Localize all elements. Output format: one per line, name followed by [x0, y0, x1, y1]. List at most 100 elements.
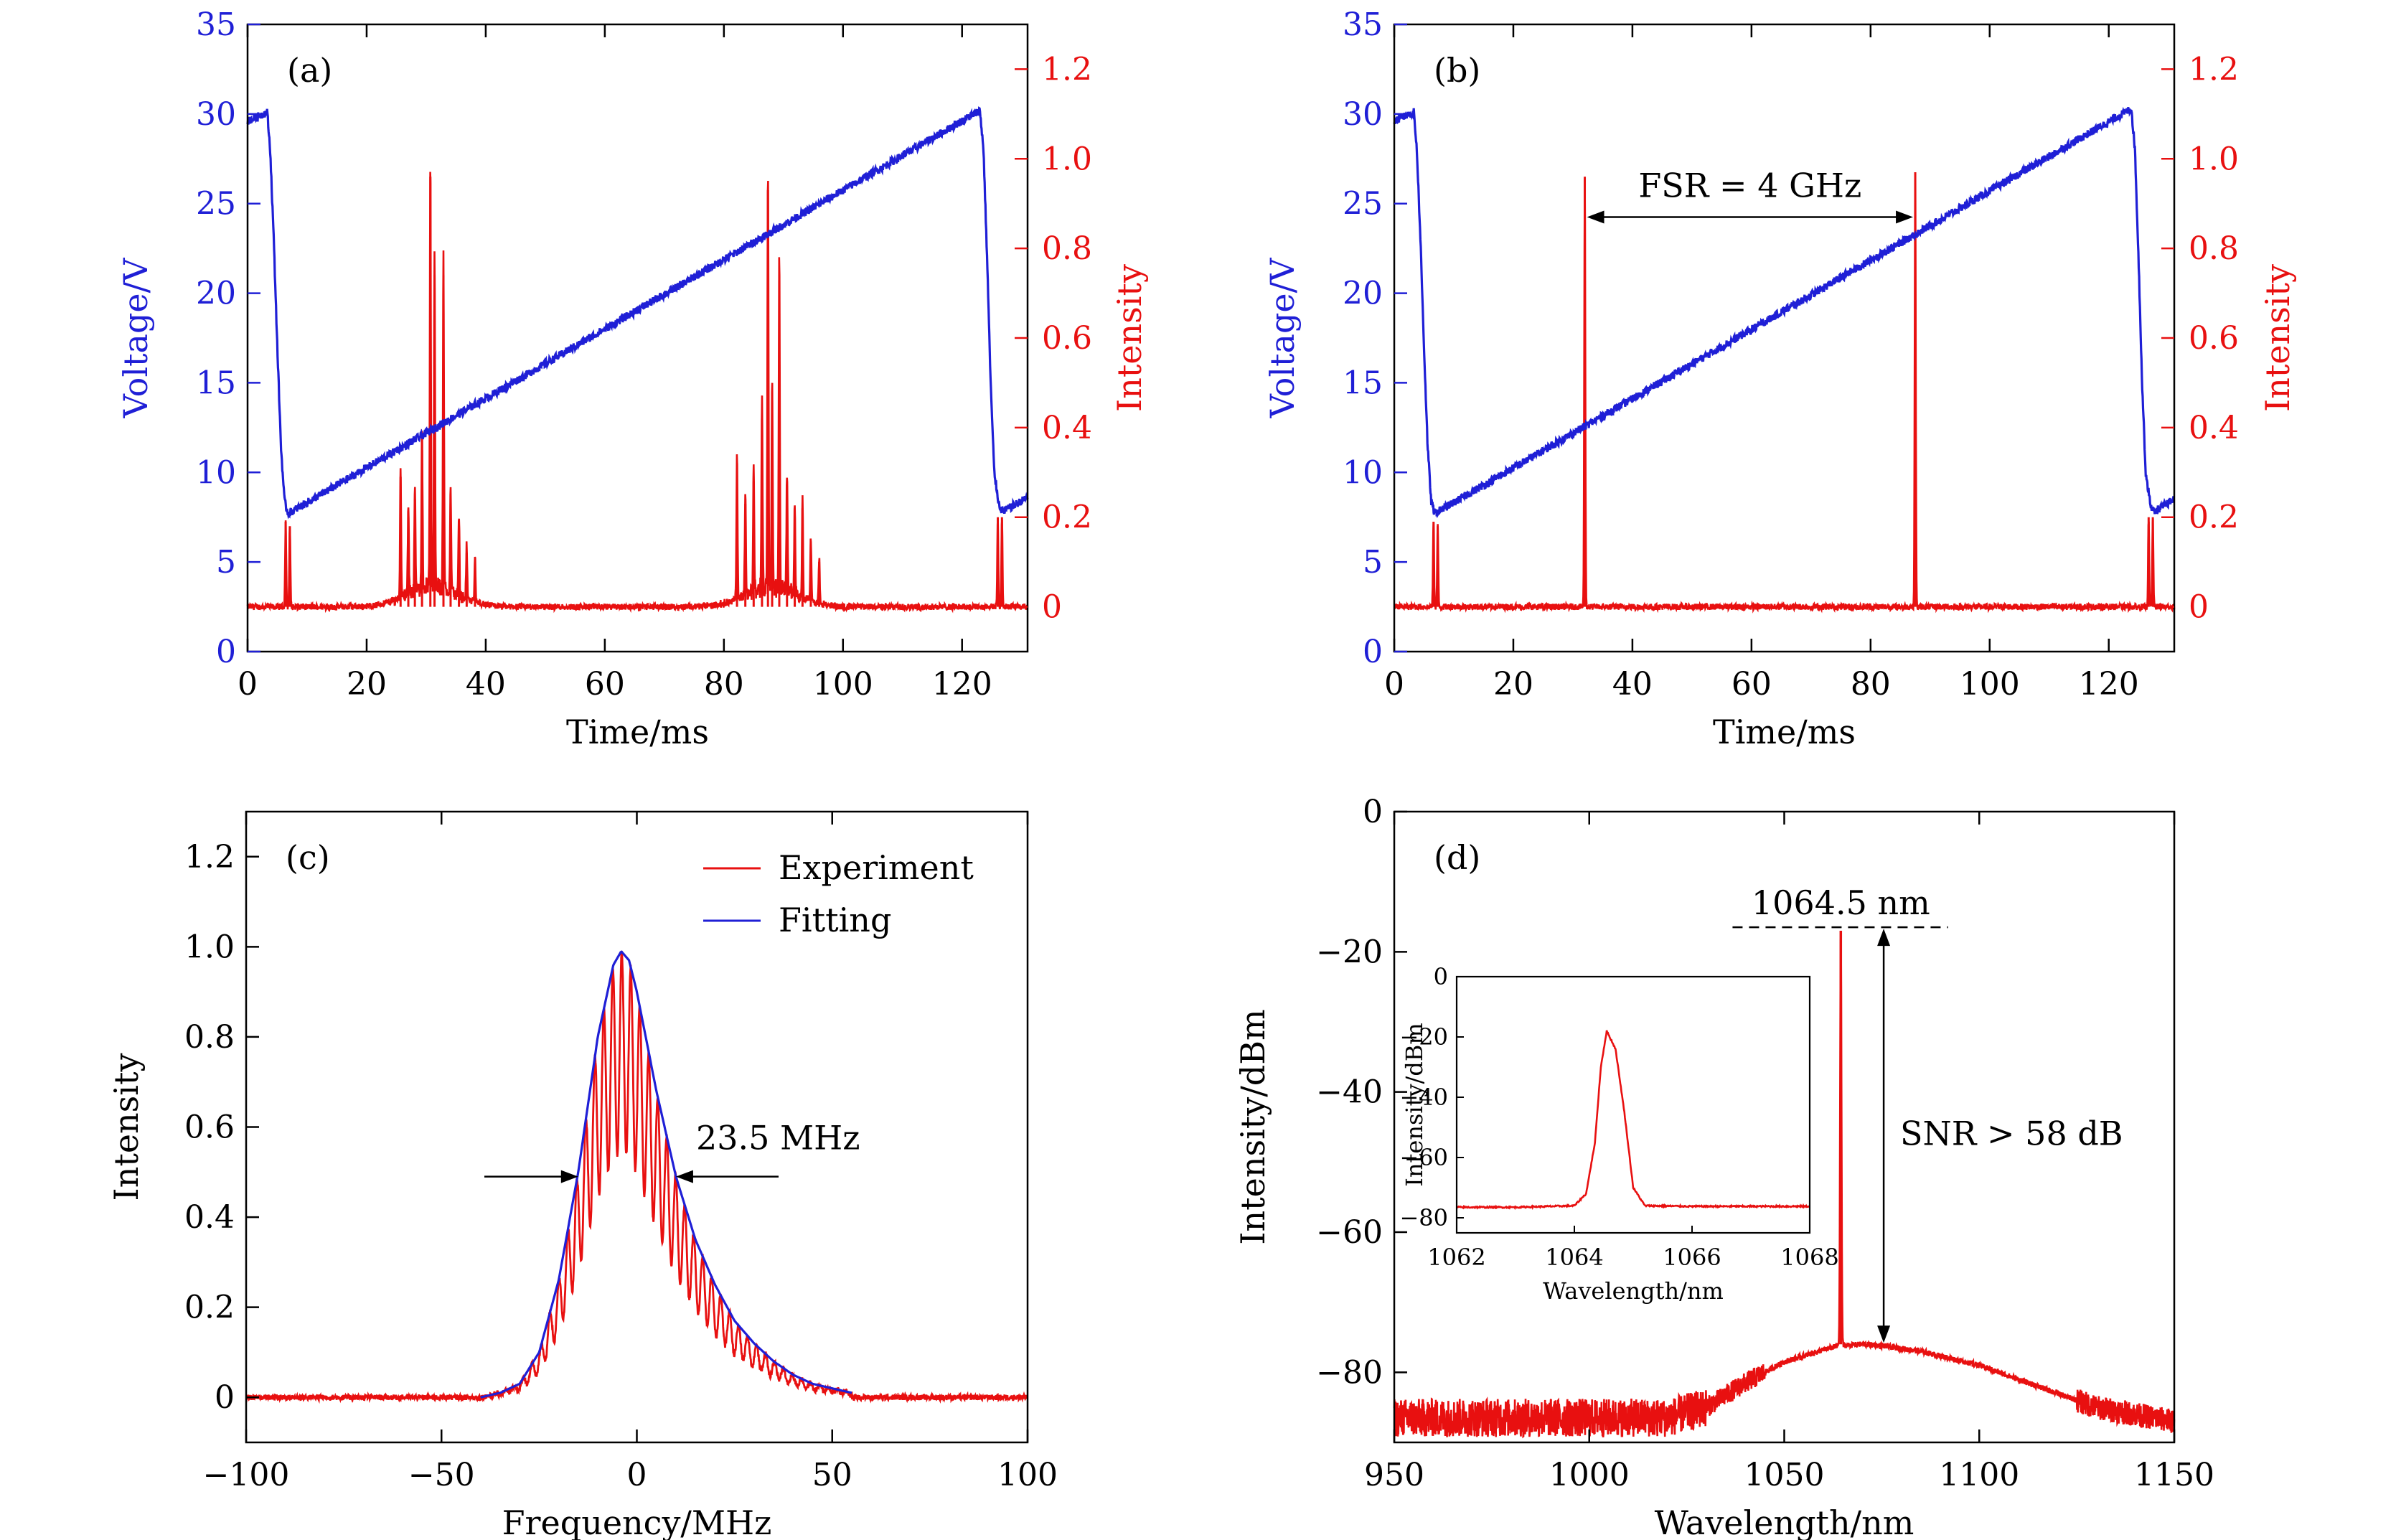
inset-x-tick-label: 1062 — [1427, 1244, 1485, 1271]
y-tick-label: 5 — [1363, 544, 1383, 581]
y-right-axis-label: Intensity — [1110, 264, 1149, 412]
inset-y-tick-label: 0 — [1434, 963, 1448, 990]
legend-fitting-label: Fitting — [779, 901, 891, 939]
inset-x-tick-label: 1068 — [1780, 1244, 1838, 1271]
y-right-tick-label: 1.0 — [1042, 141, 1092, 177]
peak-wavelength-label: 1064.5 nm — [1752, 883, 1930, 922]
x-tick-label: 0 — [627, 1457, 647, 1493]
y-right-tick-label: 0.4 — [2189, 410, 2239, 446]
snr-label: SNR > 58 dB — [1900, 1114, 2123, 1152]
y-tick-label: −20 — [1316, 934, 1383, 970]
y-right-tick-label: 1.0 — [2189, 141, 2239, 177]
panel-a-frame — [246, 23, 1029, 653]
inset-x-tick-label: 1066 — [1663, 1244, 1721, 1271]
y-tick-label: 30 — [196, 96, 236, 133]
y-right-tick-label: 0.6 — [1042, 320, 1092, 357]
y-tick-label: 25 — [196, 186, 236, 222]
y-right-tick-label: 0 — [1042, 589, 1062, 626]
y-tick-label: 10 — [196, 454, 236, 491]
inset-trace — [1455, 1030, 1810, 1211]
inset-x-tick-label: 1064 — [1545, 1244, 1603, 1271]
x-tick-label: 950 — [1364, 1457, 1424, 1493]
panel-d: 950 1000 1050 1100 1150Wavelength/nm0−20−40−… — [1234, 794, 2214, 1540]
y-tick-label: 1.0 — [184, 929, 235, 965]
x-tick-label: 100 — [813, 666, 873, 703]
x-axis-label: Wavelength/nm — [1655, 1503, 1914, 1540]
y-tick-label: 30 — [1343, 96, 1383, 133]
inset-y-tick-label: −80 — [1399, 1204, 1448, 1231]
inset: 1062 1064 1066 1068 Wavelength/nm 0 −20 −40 −60 −… — [1399, 963, 1838, 1305]
x-tick-label: 60 — [585, 666, 625, 703]
fsr-arrow-right — [1896, 210, 1914, 224]
x-tick-label: 100 — [1960, 666, 2020, 703]
x-tick-label: −100 — [203, 1457, 290, 1493]
inset-y-tick-label: −40 — [1399, 1084, 1448, 1111]
voltage-trace — [1393, 106, 2176, 519]
y-right-tick-label: 0.2 — [1042, 499, 1092, 536]
x-tick-label: 20 — [347, 666, 387, 703]
inset-y-tick-label: −60 — [1399, 1144, 1448, 1171]
y-tick-label: 35 — [1343, 6, 1383, 43]
snr-arrow-down — [1877, 1325, 1891, 1343]
x-tick-label: 20 — [1493, 666, 1533, 703]
x-tick-label: 40 — [466, 666, 506, 703]
intensity-trace — [246, 172, 1029, 614]
panel-c: −100 −50 0 50 100 Frequency/MHz 0 0.2 0.4 0.6 0.8 1… — [107, 810, 1058, 1540]
y-tick-label: −80 — [1316, 1354, 1383, 1391]
snr-arrow-up — [1877, 929, 1891, 947]
y-tick-label: 0 — [216, 634, 236, 670]
x-tick-label: 60 — [1732, 666, 1772, 703]
y-tick-label: 0 — [1363, 794, 1383, 830]
x-tick-label: 1000 — [1549, 1457, 1630, 1493]
y-tick-label: 0.4 — [184, 1199, 235, 1236]
y-axis-label: Voltage/V — [116, 258, 155, 418]
y-right-tick-label: 0.8 — [1042, 230, 1092, 267]
x-tick-label: 120 — [2079, 666, 2139, 703]
y-tick-label: 0.8 — [184, 1019, 235, 1056]
panel-label: (c) — [286, 838, 330, 877]
inset-background — [1457, 977, 1810, 1233]
inset-frame — [1455, 975, 1811, 1234]
x-tick-label: 80 — [1851, 666, 1891, 703]
x-tick-label: 100 — [997, 1457, 1058, 1493]
y-tick-label: 25 — [1343, 186, 1383, 222]
y-right-tick-label: 1.2 — [2189, 51, 2239, 88]
x-tick-label: 1050 — [1744, 1457, 1825, 1493]
inset-y-tick-label: −20 — [1399, 1023, 1448, 1051]
x-axis-label: Time/ms — [566, 713, 709, 751]
y-axis-label: Intensity — [107, 1053, 146, 1201]
fsr-arrow-left — [1587, 210, 1604, 224]
x-tick-label: 120 — [932, 666, 992, 703]
y-tick-label: 5 — [216, 544, 236, 581]
y-right-tick-label: 0.4 — [1042, 410, 1092, 446]
x-axis-label: Time/ms — [1713, 713, 1856, 751]
inset-x-axis-label: Wavelength/nm — [1543, 1277, 1724, 1305]
voltage-trace — [246, 106, 1029, 520]
y-tick-label: −40 — [1316, 1074, 1383, 1111]
y-right-axis-label: Intensity — [2258, 264, 2297, 412]
panel-b-frame — [1393, 23, 2176, 653]
y-tick-label: 0.2 — [184, 1290, 235, 1326]
fwhm-arrow-left — [560, 1170, 578, 1183]
legend-experiment-label: Experiment — [779, 848, 974, 887]
fwhm-label: 23.5 MHz — [696, 1119, 860, 1158]
y-tick-label: 0 — [215, 1379, 235, 1416]
y-tick-label: 15 — [1343, 365, 1383, 401]
x-tick-label: 0 — [1384, 666, 1404, 703]
y-tick-label: 35 — [196, 6, 236, 43]
y-right-tick-label: 0.8 — [2189, 230, 2239, 267]
y-tick-label: 20 — [196, 276, 236, 312]
panel-a: 0 20 40 60 80 100 120 Time/ms 0 5 10 15 20 25 30 35 Volt… — [116, 6, 1149, 751]
y-tick-label: −60 — [1316, 1214, 1383, 1251]
panel-label: (a) — [287, 51, 332, 90]
y-right-tick-label: 1.2 — [1042, 51, 1092, 88]
panel-label: (d) — [1434, 838, 1480, 877]
x-tick-label: 1100 — [1939, 1457, 2019, 1493]
x-tick-label: 80 — [704, 666, 744, 703]
y-tick-label: 15 — [196, 365, 236, 401]
fwhm-arrow-right — [675, 1170, 693, 1183]
y-tick-label: 1.2 — [184, 839, 235, 875]
y-tick-label: 0 — [1363, 634, 1383, 670]
intensity-trace — [1394, 178, 2176, 614]
